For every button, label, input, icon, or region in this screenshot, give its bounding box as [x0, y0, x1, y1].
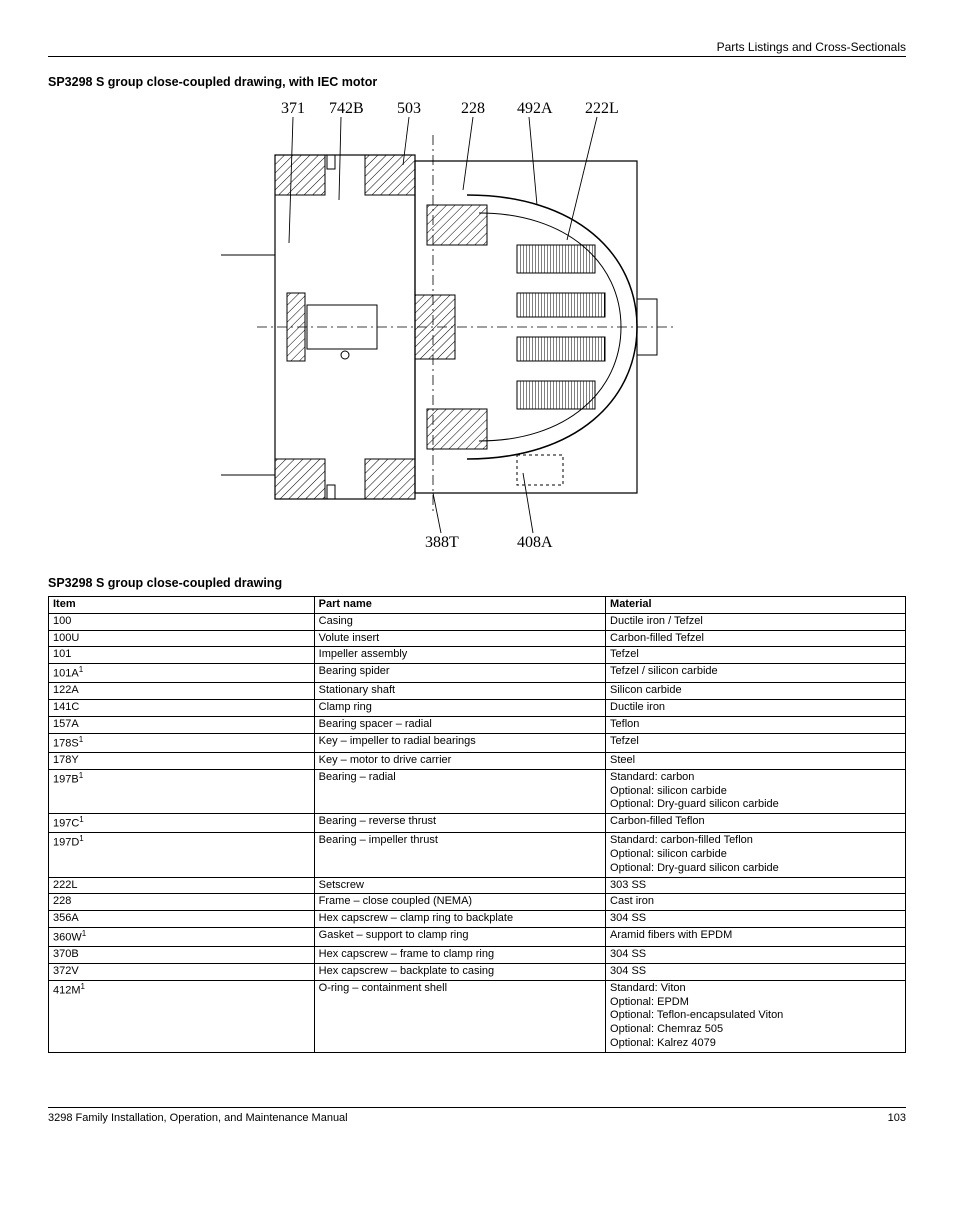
cell-material: Silicon carbide	[606, 683, 906, 700]
cross-section-figure: 371 742B 503 228 492A 222L 388T 408A	[48, 95, 906, 558]
cell-partname: Clamp ring	[314, 700, 605, 717]
cell-partname: Bearing – impeller thrust	[314, 833, 605, 877]
cell-material: 304 SS	[606, 911, 906, 928]
table-row: 178YKey – motor to drive carrierSteel	[49, 753, 906, 770]
table-row: 157ABearing spacer – radialTeflon	[49, 716, 906, 733]
cell-item: 356A	[49, 911, 315, 928]
table-row: 197B1Bearing – radialStandard: carbonOpt…	[49, 769, 906, 813]
cell-partname: Stationary shaft	[314, 683, 605, 700]
col-material: Material	[606, 597, 906, 614]
cell-material: Cast iron	[606, 894, 906, 911]
cell-material: Tefzel	[606, 733, 906, 752]
cell-item: 122A	[49, 683, 315, 700]
cell-item: 370B	[49, 947, 315, 964]
cell-item: 100	[49, 613, 315, 630]
cell-material: Aramid fibers with EPDM	[606, 927, 906, 946]
cell-item: 197B1	[49, 769, 315, 813]
svg-text:388T: 388T	[425, 534, 459, 551]
table-row: 122AStationary shaftSilicon carbide	[49, 683, 906, 700]
cell-item: 178Y	[49, 753, 315, 770]
cell-partname: Key – impeller to radial bearings	[314, 733, 605, 752]
table-row: 101Impeller assemblyTefzel	[49, 647, 906, 664]
svg-text:222L: 222L	[585, 100, 619, 117]
svg-text:503: 503	[397, 100, 421, 117]
cell-partname: Bearing spacer – radial	[314, 716, 605, 733]
table-row: 222LSetscrew303 SS	[49, 877, 906, 894]
table-row: 360W1Gasket – support to clamp ringArami…	[49, 927, 906, 946]
table-row: 370BHex capscrew – frame to clamp ring30…	[49, 947, 906, 964]
page-footer: 3298 Family Installation, Operation, and…	[48, 1107, 906, 1124]
table-row: 100CasingDuctile iron / Tefzel	[49, 613, 906, 630]
cell-item: 372V	[49, 964, 315, 981]
cell-item: 101	[49, 647, 315, 664]
cell-material: 303 SS	[606, 877, 906, 894]
cell-item: 197D1	[49, 833, 315, 877]
cell-partname: O-ring – containment shell	[314, 980, 605, 1052]
table-row: 101A1Bearing spiderTefzel / silicon carb…	[49, 664, 906, 683]
cell-material: Standard: carbon-filled TeflonOptional: …	[606, 833, 906, 877]
svg-text:742B: 742B	[329, 100, 364, 117]
figure-title: SP3298 S group close-coupled drawing, wi…	[48, 75, 906, 89]
col-partname: Part name	[314, 597, 605, 614]
table-row: 100UVolute insertCarbon-filled Tefzel	[49, 630, 906, 647]
table-row: 372VHex capscrew – backplate to casing30…	[49, 964, 906, 981]
cell-item: 197C1	[49, 814, 315, 833]
footer-manual-title: 3298 Family Installation, Operation, and…	[48, 1112, 348, 1124]
cell-partname: Volute insert	[314, 630, 605, 647]
cell-material: Teflon	[606, 716, 906, 733]
parts-table-header-row: Item Part name Material	[49, 597, 906, 614]
cell-material: Ductile iron	[606, 700, 906, 717]
cell-material: 304 SS	[606, 964, 906, 981]
cell-material: Ductile iron / Tefzel	[606, 613, 906, 630]
cell-partname: Gasket – support to clamp ring	[314, 927, 605, 946]
svg-text:371: 371	[281, 100, 305, 117]
running-header-text: Parts Listings and Cross-Sectionals	[717, 40, 906, 54]
cell-item: 222L	[49, 877, 315, 894]
cell-item: 228	[49, 894, 315, 911]
table-title: SP3298 S group close-coupled drawing	[48, 576, 906, 590]
cell-material: Tefzel	[606, 647, 906, 664]
cell-material: 304 SS	[606, 947, 906, 964]
cell-material: Carbon-filled Teflon	[606, 814, 906, 833]
cell-partname: Impeller assembly	[314, 647, 605, 664]
parts-table: Item Part name Material 100CasingDuctile…	[48, 596, 906, 1053]
cell-partname: Hex capscrew – clamp ring to backplate	[314, 911, 605, 928]
table-row: 228Frame – close coupled (NEMA)Cast iron	[49, 894, 906, 911]
col-item: Item	[49, 597, 315, 614]
cell-partname: Key – motor to drive carrier	[314, 753, 605, 770]
running-header: Parts Listings and Cross-Sectionals	[48, 40, 906, 57]
table-row: 141CClamp ringDuctile iron	[49, 700, 906, 717]
cell-item: 141C	[49, 700, 315, 717]
table-row: 197D1Bearing – impeller thrustStandard: …	[49, 833, 906, 877]
cell-partname: Frame – close coupled (NEMA)	[314, 894, 605, 911]
svg-text:408A: 408A	[517, 534, 553, 551]
cell-partname: Hex capscrew – backplate to casing	[314, 964, 605, 981]
cell-material: Standard: carbonOptional: silicon carbid…	[606, 769, 906, 813]
svg-text:492A: 492A	[517, 100, 553, 117]
table-row: 356AHex capscrew – clamp ring to backpla…	[49, 911, 906, 928]
cell-item: 178S1	[49, 733, 315, 752]
cell-partname: Bearing spider	[314, 664, 605, 683]
table-row: 412M1O-ring – containment shellStandard:…	[49, 980, 906, 1052]
cell-partname: Bearing – radial	[314, 769, 605, 813]
cell-item: 360W1	[49, 927, 315, 946]
svg-text:228: 228	[461, 100, 485, 117]
footer-page-number: 103	[888, 1112, 906, 1124]
cell-partname: Hex capscrew – frame to clamp ring	[314, 947, 605, 964]
cross-section-svg: 371 742B 503 228 492A 222L 388T 408A	[217, 95, 737, 555]
cell-material: Standard: VitonOptional: EPDMOptional: T…	[606, 980, 906, 1052]
cell-item: 100U	[49, 630, 315, 647]
cell-item: 157A	[49, 716, 315, 733]
cell-partname: Setscrew	[314, 877, 605, 894]
cell-partname: Casing	[314, 613, 605, 630]
cell-item: 412M1	[49, 980, 315, 1052]
cell-item: 101A1	[49, 664, 315, 683]
cell-partname: Bearing – reverse thrust	[314, 814, 605, 833]
table-row: 178S1Key – impeller to radial bearingsTe…	[49, 733, 906, 752]
cell-material: Carbon-filled Tefzel	[606, 630, 906, 647]
cell-material: Tefzel / silicon carbide	[606, 664, 906, 683]
cell-material: Steel	[606, 753, 906, 770]
table-row: 197C1Bearing – reverse thrustCarbon-fill…	[49, 814, 906, 833]
